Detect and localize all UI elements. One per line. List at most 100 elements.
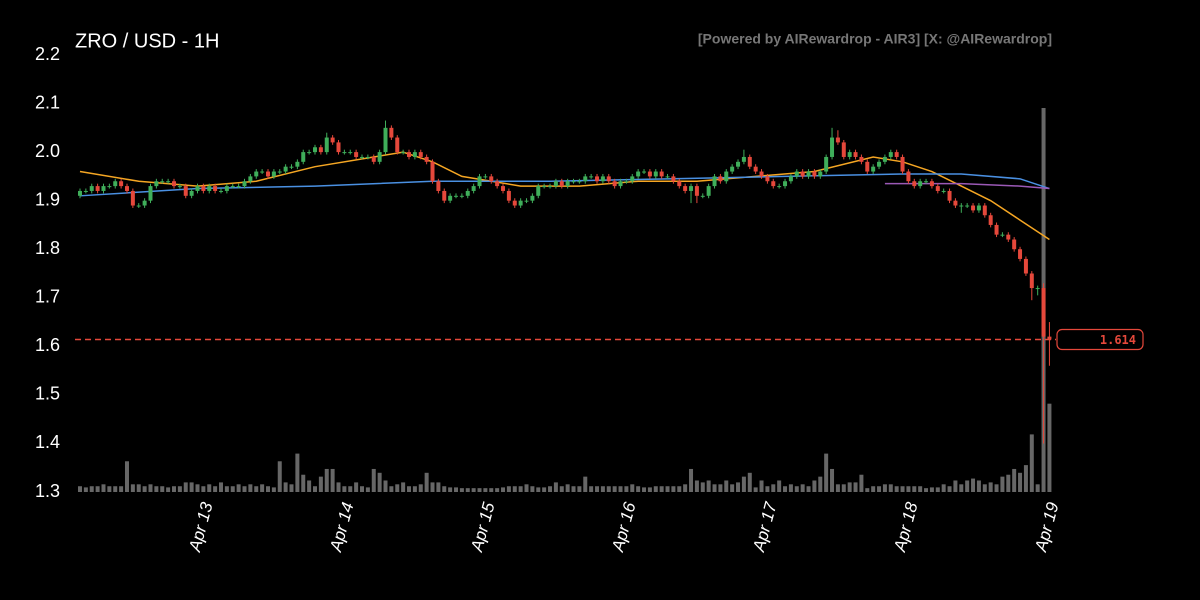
volume-bar	[900, 486, 905, 492]
volume-bar	[412, 486, 417, 492]
candle-body	[177, 186, 182, 188]
y-tick-label: 1.5	[35, 384, 60, 404]
volume-bar	[407, 486, 412, 492]
candle-body	[642, 171, 647, 173]
volume-bar	[618, 486, 623, 492]
candle-body	[976, 205, 981, 211]
candle-body	[1023, 258, 1028, 274]
volume-bar	[189, 482, 194, 492]
volume-bar	[454, 487, 459, 492]
volume-bar	[647, 487, 652, 492]
candle-body	[953, 200, 958, 206]
candle-body	[483, 176, 488, 178]
candle-body	[448, 195, 453, 201]
candle-body	[647, 171, 652, 177]
candle-body	[759, 171, 764, 177]
volume-bar	[336, 482, 341, 492]
volume-bar	[718, 484, 723, 492]
candle-body	[348, 152, 353, 154]
candle-body	[1041, 288, 1046, 337]
volume-bar	[348, 486, 353, 492]
volume-bar	[224, 486, 229, 492]
volume-bar	[835, 484, 840, 492]
volume-bar	[847, 482, 852, 492]
moving-average-line	[79, 173, 1050, 197]
candle-body	[101, 186, 106, 191]
volume-bar	[589, 486, 594, 492]
candle-body	[548, 186, 553, 188]
volume-bar	[1029, 434, 1034, 492]
volume-bar	[653, 486, 658, 492]
candle-body	[894, 152, 899, 157]
volume-bar	[706, 480, 711, 492]
candle-body	[935, 186, 940, 191]
candle-body	[783, 181, 788, 187]
volume-bar	[495, 488, 500, 492]
volume-bar	[677, 486, 682, 492]
candle-body	[606, 176, 611, 182]
candle-body	[624, 181, 629, 183]
volume-bar	[107, 486, 112, 492]
volume-bar	[254, 486, 259, 492]
volume-bar	[924, 488, 929, 492]
volume-bar	[248, 484, 253, 492]
candle-body	[888, 152, 893, 157]
candle-body	[360, 156, 365, 158]
candle-body	[283, 166, 288, 172]
candle-body	[401, 152, 406, 154]
candle-body	[407, 152, 412, 157]
volume-bar	[371, 468, 376, 492]
volume-bar	[389, 486, 394, 492]
candle-body	[459, 195, 464, 197]
volume-bar	[612, 486, 617, 492]
candle-body	[694, 186, 699, 196]
volume-bar	[624, 486, 629, 492]
candle-body	[882, 156, 887, 162]
candle-body	[559, 181, 564, 187]
candle-body	[753, 166, 758, 172]
candle-body	[771, 181, 776, 187]
volume-bar	[530, 486, 535, 492]
candle-body	[683, 186, 688, 191]
volume-bar	[1023, 465, 1028, 492]
candle-body	[512, 200, 517, 206]
volume-bar	[912, 486, 917, 492]
volume-bar	[700, 482, 705, 492]
candle-body	[442, 190, 447, 201]
candle-body	[389, 127, 394, 138]
candle-body	[330, 137, 335, 143]
candle-body	[659, 171, 664, 177]
candle-body	[295, 161, 300, 167]
volume-bar	[183, 482, 188, 492]
volume-bar	[154, 486, 159, 492]
volume-bar	[171, 486, 176, 492]
volume-bar	[642, 487, 647, 492]
volume-bar	[266, 486, 270, 492]
volume-bar	[301, 474, 306, 492]
candle-body	[806, 171, 811, 177]
volume-bar	[929, 487, 934, 492]
volume-bar	[101, 484, 106, 492]
candle-body	[871, 166, 876, 172]
volume-bar	[747, 472, 752, 492]
volume-bar	[906, 486, 911, 492]
candle-body	[835, 137, 840, 143]
volume-bar	[683, 484, 688, 492]
candle-body	[830, 137, 835, 157]
candle-body	[142, 200, 147, 206]
candle-body	[495, 181, 500, 187]
volume-bar	[606, 486, 611, 492]
volume-bar	[953, 480, 958, 492]
candle-body	[230, 186, 235, 188]
candle-body	[236, 186, 241, 188]
candle-body	[248, 176, 253, 182]
y-tick-label: 1.3	[35, 481, 60, 501]
candle-body	[307, 152, 312, 154]
volume-bar	[471, 488, 476, 492]
candle-body	[95, 186, 100, 191]
y-tick-label: 1.4	[35, 432, 60, 452]
volume-bar	[1047, 403, 1052, 492]
y-tick-label: 1.9	[35, 189, 60, 209]
candle-body	[271, 171, 276, 177]
